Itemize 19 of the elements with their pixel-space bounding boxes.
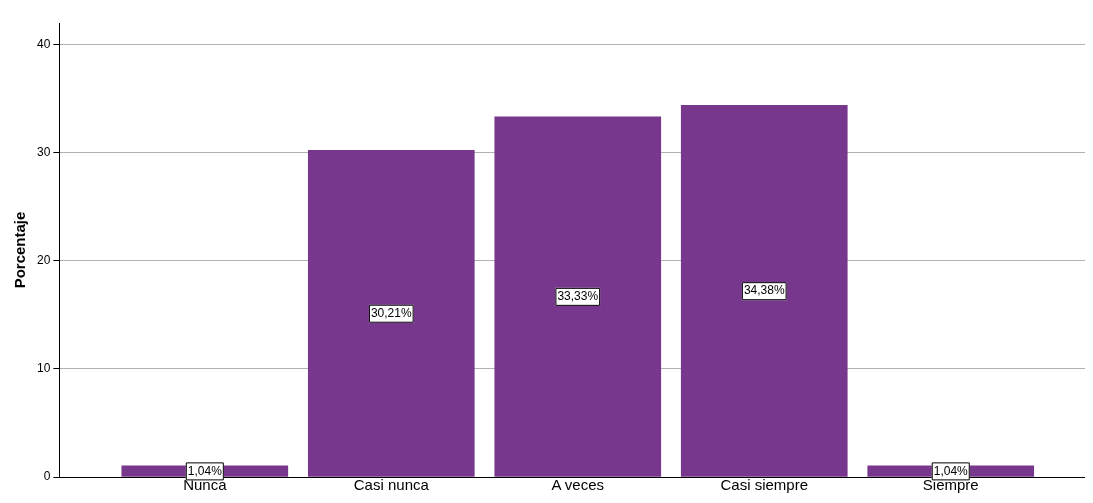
x-tick-label: Siempre — [922, 476, 979, 494]
y-tick-label: 40 — [36, 36, 51, 51]
y-axis-title: Porcentaje — [11, 211, 29, 289]
bar — [494, 116, 662, 477]
x-tick-label: Casi siempre — [720, 476, 809, 494]
x-tick-label: A veces — [551, 476, 605, 494]
bar — [680, 105, 848, 477]
data-label: 34,38% — [743, 283, 785, 298]
data-label: 30,21% — [370, 306, 412, 321]
y-tick-label: 30 — [36, 145, 51, 160]
data-label: 1,04% — [933, 463, 969, 478]
y-tick-label: 0 — [43, 469, 51, 484]
y-tick-label: 20 — [36, 253, 51, 268]
data-label: 1,04% — [187, 463, 223, 478]
x-tick-label: Casi nunca — [353, 476, 430, 494]
data-label: 33,33% — [557, 289, 599, 304]
y-tick-label: 10 — [36, 361, 51, 376]
x-tick-label: Nunca — [183, 476, 228, 494]
bar — [307, 150, 475, 477]
